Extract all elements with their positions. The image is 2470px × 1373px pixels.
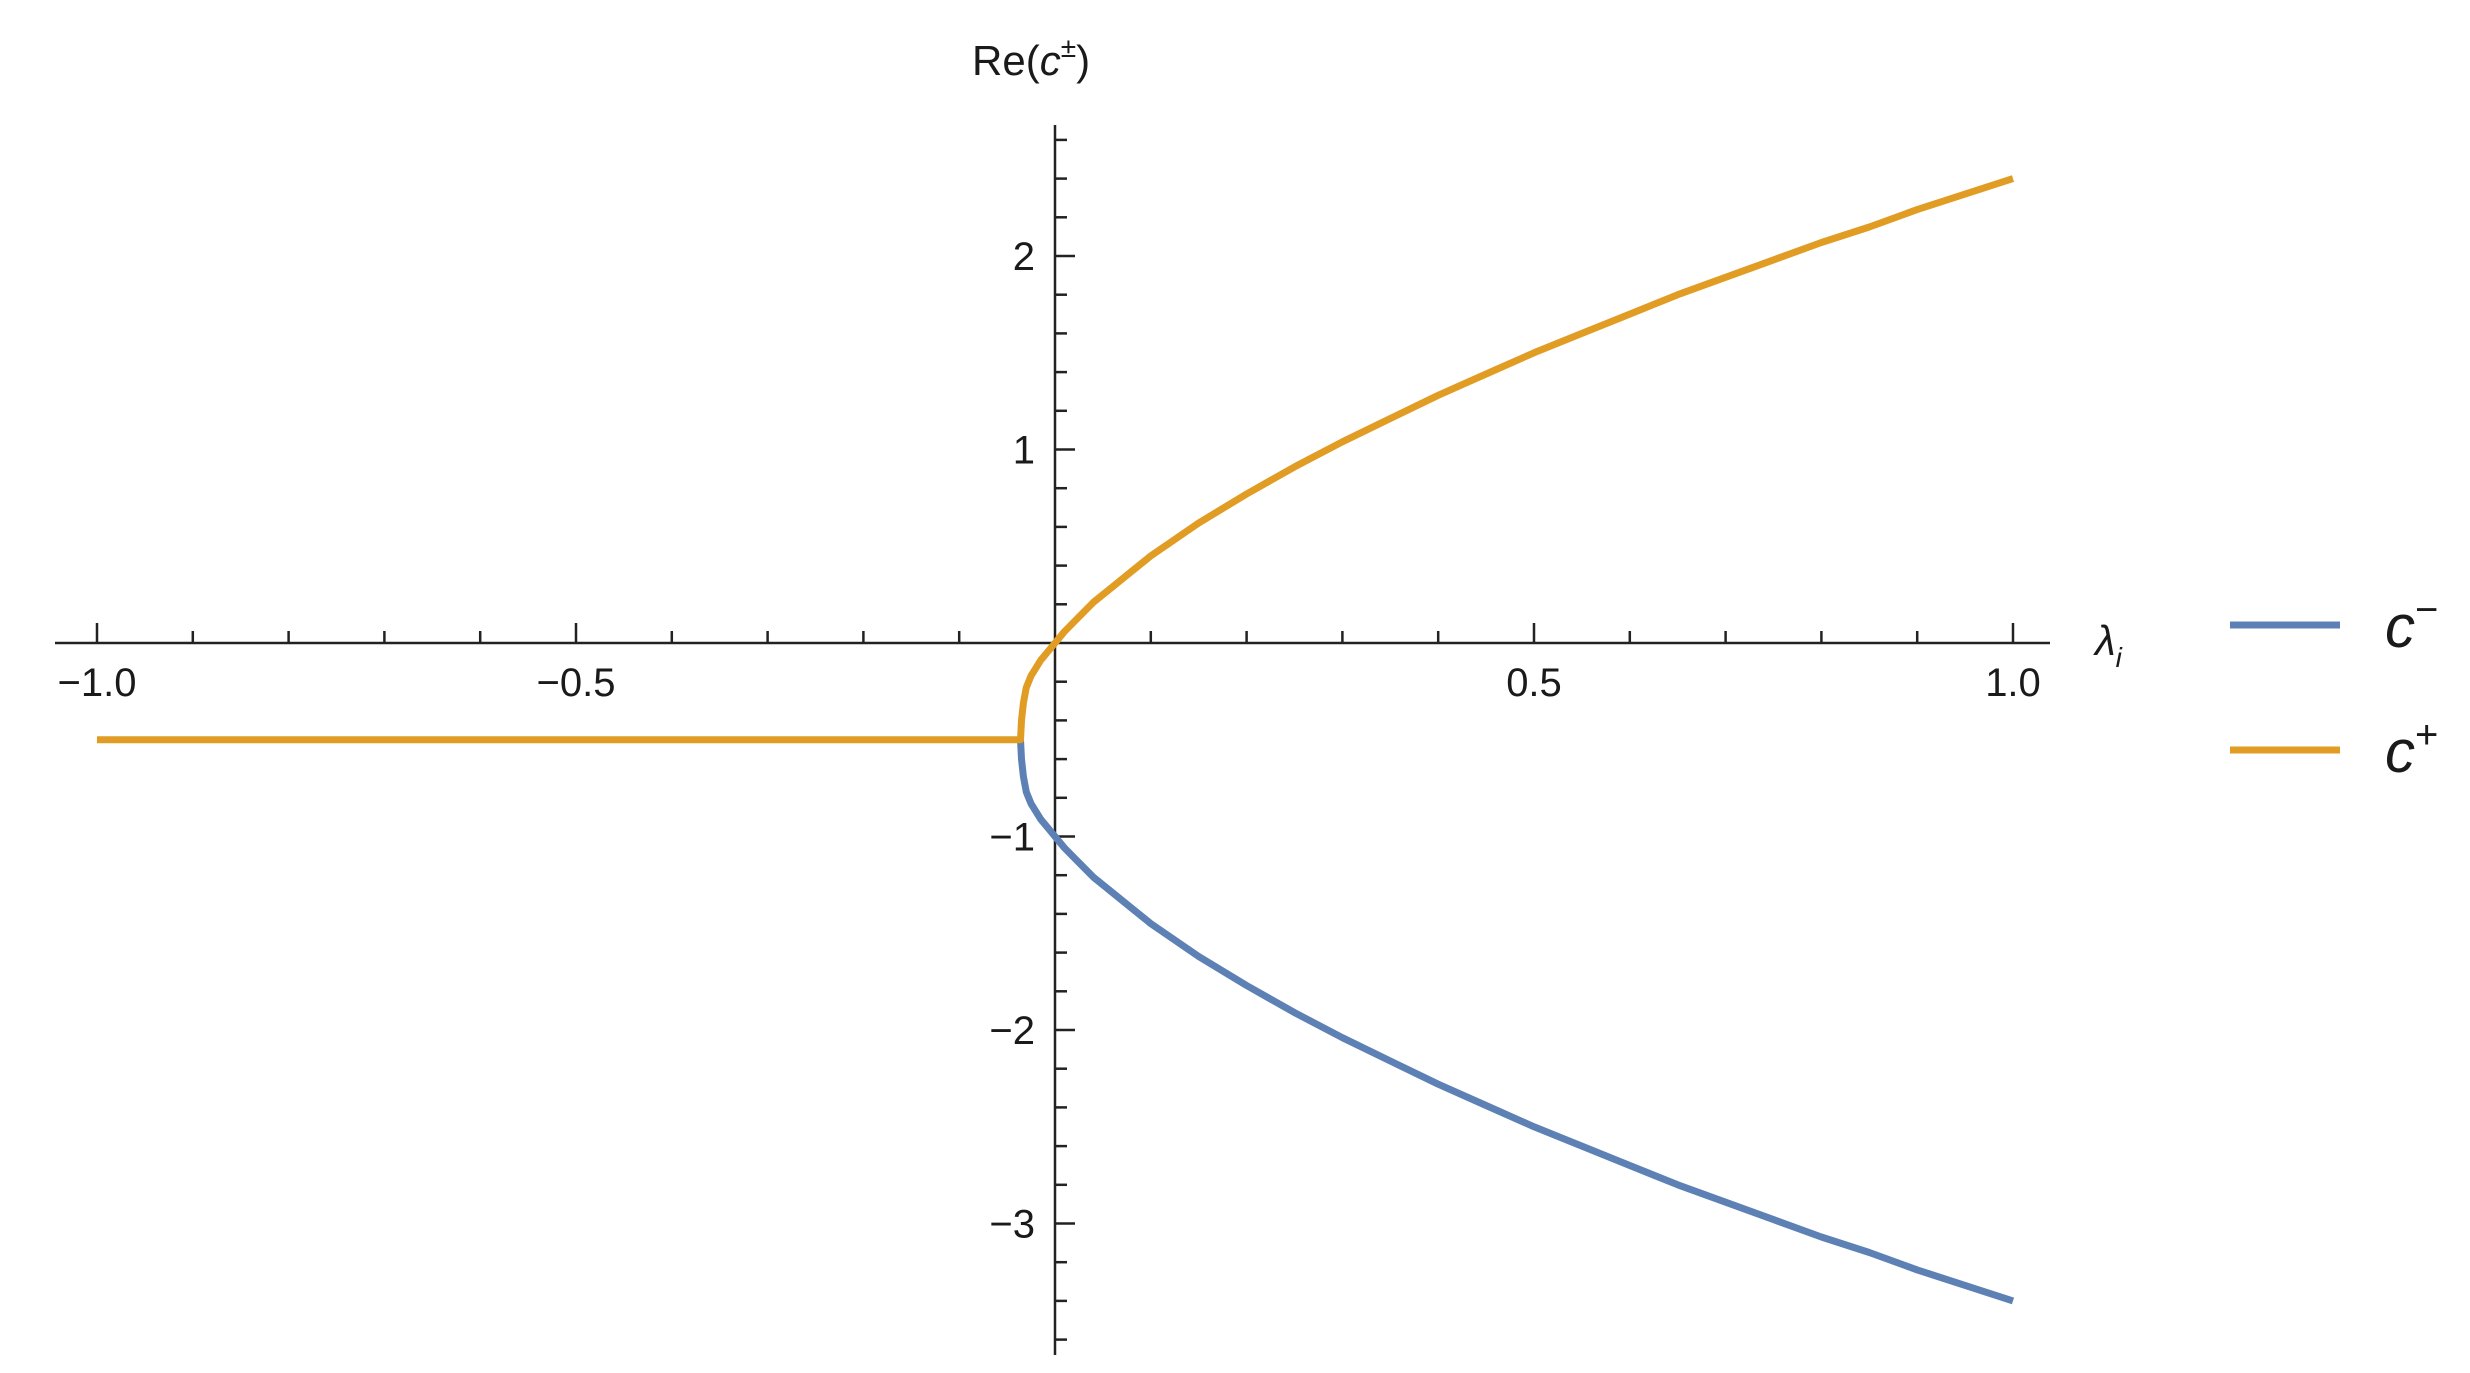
x-axis-title-sub: i [2116, 642, 2123, 673]
legend-label-sup: − [2415, 588, 2438, 632]
x-tick-label: −1.0 [58, 661, 137, 705]
x-tick-label: −0.5 [537, 661, 616, 705]
y-tick-label: 2 [1013, 235, 1035, 279]
y-tick-label: 1 [1013, 429, 1035, 473]
y-tick-label: −1 [989, 816, 1035, 860]
legend: c−c+ [2230, 588, 2438, 785]
legend-item: c+ [2230, 713, 2438, 785]
y-tick-label: −3 [989, 1203, 1035, 1247]
y-axis-title-prefix: Re( [972, 37, 1040, 84]
legend-label-var: c [2385, 718, 2415, 785]
legend-label: c+ [2385, 713, 2438, 785]
legend-label-sup: + [2415, 713, 2438, 757]
y-axis-title-var: c [1040, 37, 1061, 84]
x-tick-label: 0.5 [1506, 661, 1562, 705]
y-axis-title: Re(c±) [972, 32, 1090, 84]
y-tick-label: −2 [989, 1009, 1035, 1053]
legend-label-var: c [2385, 593, 2415, 660]
tick-labels: −1.0 −0.5 0.5 1.0 −3 −2 −1 1 2 [58, 235, 2041, 1247]
series-line-c-plus [97, 175, 2015, 744]
y-axis-title-sup: ± [1061, 32, 1076, 63]
x-axis-title: λi [2093, 617, 2123, 673]
legend-item: c− [2230, 588, 2438, 660]
ticks [95, 138, 2015, 1341]
x-axis-title-main: λ [2093, 617, 2116, 664]
y-axis-title-suffix: ) [1076, 37, 1090, 84]
series-line-c-minus [1017, 739, 2015, 1305]
x-tick-label: 1.0 [1985, 661, 2041, 705]
series-layer [97, 175, 2015, 1305]
legend-label: c− [2385, 588, 2438, 660]
